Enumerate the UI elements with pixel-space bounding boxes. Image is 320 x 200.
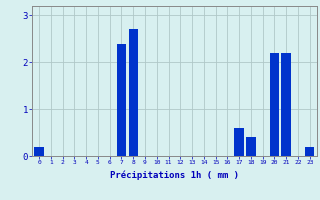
Bar [34,147,44,156]
Bar [235,128,244,156]
Bar [270,53,279,156]
Bar [117,44,126,156]
Bar [305,147,315,156]
Bar [129,29,138,156]
Bar [282,53,291,156]
X-axis label: Précipitations 1h ( mm ): Précipitations 1h ( mm ) [110,171,239,180]
Bar [246,137,256,156]
